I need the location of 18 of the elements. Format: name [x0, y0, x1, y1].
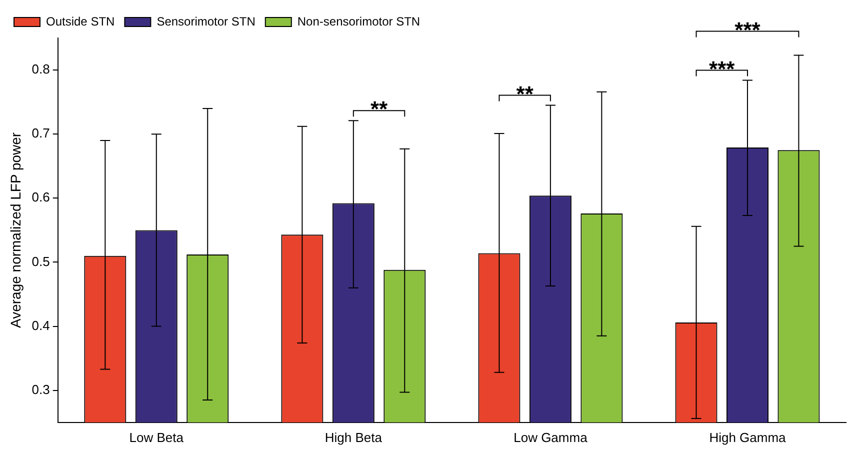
x-tick-label: Low Gamma	[514, 430, 588, 445]
legend-label: Outside STN	[46, 14, 115, 28]
y-tick-label: 0.3	[32, 382, 50, 397]
annotation: ***	[709, 56, 736, 82]
y-axis-title: Average normalized LFP power	[7, 132, 24, 328]
x-tick-label: High Beta	[324, 430, 383, 445]
annotation: **	[516, 81, 534, 106]
y-tick-label: 0.7	[32, 126, 50, 141]
legend-label: Non-sensorimotor STN	[297, 14, 420, 28]
annotation: ***	[734, 17, 761, 42]
y-tick-label: 0.4	[32, 318, 50, 333]
annotation: **	[370, 96, 388, 122]
y-tick-label: 0.5	[32, 254, 50, 269]
y-tick-label: 0.6	[32, 190, 50, 205]
x-tick-label: Low Beta	[129, 430, 184, 445]
x-tick-label: High Gamma	[709, 430, 787, 445]
y-tick-label: 0.8	[32, 62, 50, 77]
legend-label: Sensorimotor STN	[156, 14, 256, 28]
